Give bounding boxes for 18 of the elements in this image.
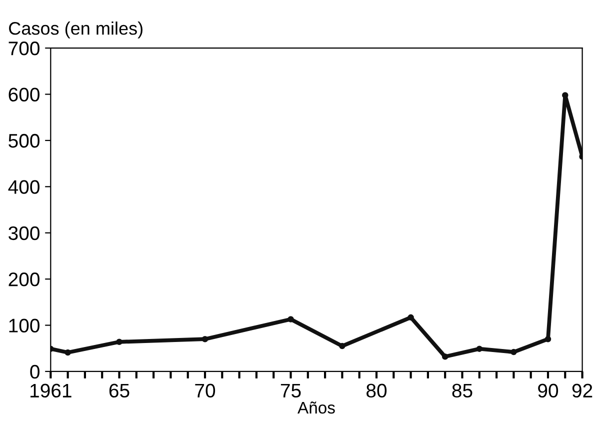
y-tick-label: 700 xyxy=(8,42,40,56)
y-tick-label: 0 xyxy=(30,364,40,379)
y-tick-label: 100 xyxy=(9,318,40,332)
x-tick-label: 75 xyxy=(280,384,301,398)
x-tick-label: 90 xyxy=(538,384,558,398)
x-tick-label: 70 xyxy=(195,384,216,398)
y-tick-label: 200 xyxy=(8,272,40,286)
x-tick-label: 85 xyxy=(452,384,472,398)
y-tick-label: 300 xyxy=(8,226,40,240)
x-axis-title: Años xyxy=(298,402,335,414)
y-tick-label: 600 xyxy=(8,88,40,102)
x-tick-label: 65 xyxy=(109,384,130,398)
x-tick-label: 1961 xyxy=(30,384,72,398)
y-tick-label: 500 xyxy=(8,134,40,148)
x-tick-label: 92 xyxy=(572,384,592,398)
y-axis-title: Casos (en miles) xyxy=(9,22,142,38)
y-tick-label: 400 xyxy=(8,180,40,194)
x-tick-label: 80 xyxy=(366,384,387,398)
